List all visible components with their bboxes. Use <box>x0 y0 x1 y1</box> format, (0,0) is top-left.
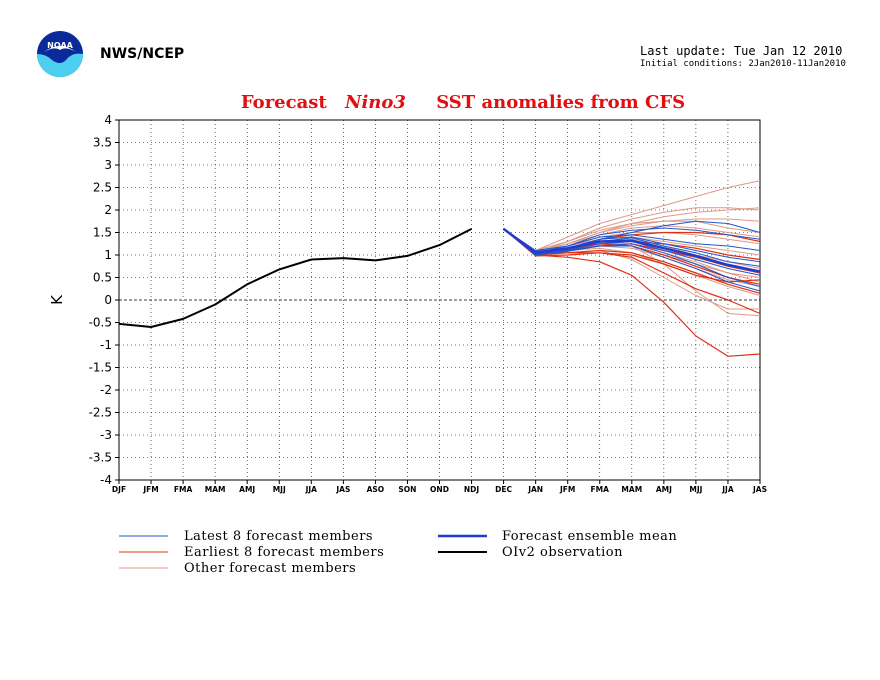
other-member-line <box>503 180 761 251</box>
y-tick-label: 2 <box>104 203 112 217</box>
x-tick-label: AMJ <box>656 485 672 494</box>
x-tick-label: JJA <box>305 485 318 494</box>
observation-series <box>118 228 473 328</box>
y-tick-label: -2.5 <box>89 406 112 420</box>
x-tick-label: SON <box>398 485 416 494</box>
earliest-member-line <box>503 228 761 283</box>
latest-member-line <box>503 228 761 287</box>
y-axis-label: K <box>48 294 66 305</box>
y-tick-label: -3.5 <box>89 451 112 465</box>
x-tick-label: NDJ <box>464 485 480 494</box>
noaa-logo: NOAA <box>37 31 83 77</box>
latest-member-line <box>503 228 761 292</box>
x-tick-label: MAM <box>621 485 642 494</box>
y-tick-label: 3 <box>104 158 112 172</box>
y-tick-label: -3 <box>100 428 112 442</box>
x-tick-label: JFM <box>142 485 158 494</box>
x-tick-label: JFM <box>559 485 575 494</box>
legend-label-earliest: Earliest 8 forecast members <box>184 545 384 560</box>
grid-lines <box>119 120 760 480</box>
legend-label-other: Other forecast members <box>184 561 356 576</box>
other-members-series <box>503 180 761 317</box>
legend-label-mean: Forecast ensemble mean <box>502 529 677 544</box>
y-tick-labels: 4 3.5 3 2.5 2 1.5 1 0.5 0 -0.5 -1 -1.5 -2 -2.5 -3 -3.5 -… <box>89 113 119 487</box>
y-tick-label: 2.5 <box>93 181 112 195</box>
y-tick-label: 1.5 <box>93 226 112 240</box>
x-tick-label: FMA <box>174 485 193 494</box>
y-tick-label: 0 <box>104 293 112 307</box>
initial-conditions-text: Initial conditions: 2Jan2010-11Jan2010 <box>640 59 846 69</box>
x-tick-label: AMJ <box>239 485 255 494</box>
y-tick-label: -0.5 <box>89 316 112 330</box>
y-tick-label: 0.5 <box>93 271 112 285</box>
y-tick-label: -1.5 <box>89 361 112 375</box>
x-tick-labels: DJF JFM FMA MAM AMJ MJJ JJA JAS ASO SON OND NDJ DEC J… <box>112 480 767 494</box>
y-tick-label: -1 <box>100 338 112 352</box>
legend: Latest 8 forecast members Earliest 8 for… <box>119 529 677 576</box>
chart-title: Forecast Nino3 SST anomalies from CFS <box>241 92 685 113</box>
x-tick-label: JAS <box>752 485 767 494</box>
svg-text:NOAA: NOAA <box>47 41 73 50</box>
x-tick-label: MJJ <box>689 485 702 494</box>
chart-title-part-2: Nino3 <box>344 92 406 113</box>
x-tick-label: JAN <box>527 485 543 494</box>
chart-title-part-1: Forecast <box>241 92 327 113</box>
chart-title-part-3: SST anomalies from CFS <box>436 92 685 113</box>
x-tick-label: FMA <box>591 485 610 494</box>
y-tick-label: 1 <box>104 248 112 262</box>
y-tick-label: 4 <box>104 113 112 127</box>
ensemble-mean-series <box>502 227 761 273</box>
y-tick-label: 3.5 <box>93 136 112 150</box>
y-tick-label: -2 <box>100 383 112 397</box>
x-tick-label: OND <box>430 485 449 494</box>
y-tick-label: -4 <box>100 473 112 487</box>
x-tick-label: ASO <box>367 485 385 494</box>
org-label: NWS/NCEP <box>100 46 185 62</box>
x-tick-label: JAS <box>335 485 350 494</box>
x-tick-label: DJF <box>112 485 126 494</box>
observation-line <box>118 228 473 328</box>
legend-label-obs: OIv2 observation <box>502 545 623 560</box>
ensemble-mean-line <box>502 227 761 273</box>
latest-member-line <box>503 228 761 251</box>
x-tick-label: MJJ <box>273 485 286 494</box>
legend-label-latest: Latest 8 forecast members <box>184 529 373 544</box>
x-tick-label: JJA <box>721 485 734 494</box>
last-update-text: Last update: Tue Jan 12 2010 <box>640 44 843 58</box>
x-tick-label: MAM <box>205 485 226 494</box>
x-tick-label: DEC <box>495 485 512 494</box>
